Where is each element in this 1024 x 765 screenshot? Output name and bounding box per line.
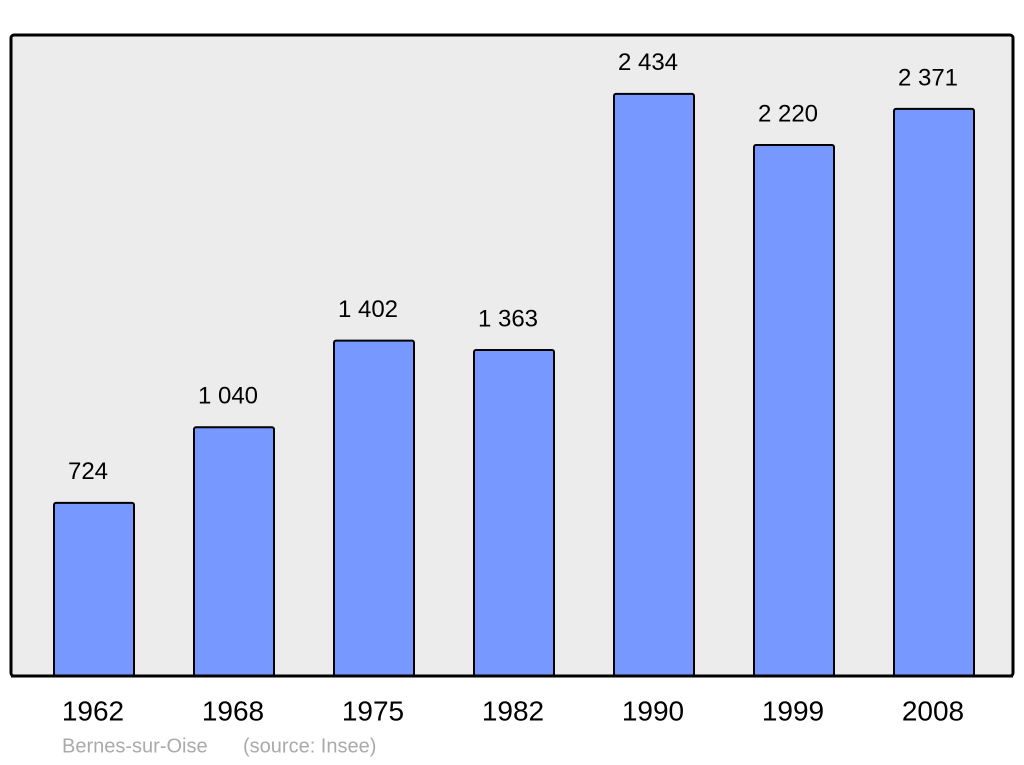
value-label: 2 220 [758,100,818,127]
bar [333,339,415,677]
bar [893,107,975,677]
value-label: 1 363 [478,305,538,332]
place-name: Bernes-sur-Oise [62,735,208,757]
value-label: 2 434 [618,49,678,76]
value-label: 2 371 [898,64,958,91]
x-tick-label: 1975 [342,695,404,726]
x-tick-label: 1962 [62,695,124,726]
bar [53,501,135,677]
x-tick-label: 1999 [762,695,824,726]
x-tick-label: 2008 [902,695,964,726]
value-label: 1 402 [338,296,398,323]
x-tick-label: 1982 [482,695,544,726]
bar [753,144,835,677]
bar [613,92,695,677]
bar [193,426,275,677]
x-tick-label: 1968 [202,695,264,726]
value-label: 1 040 [198,383,258,410]
bar [473,348,555,677]
source-note: (source: Insee) [243,735,376,757]
x-tick-label: 1990 [622,695,684,726]
value-label: 724 [68,458,108,485]
